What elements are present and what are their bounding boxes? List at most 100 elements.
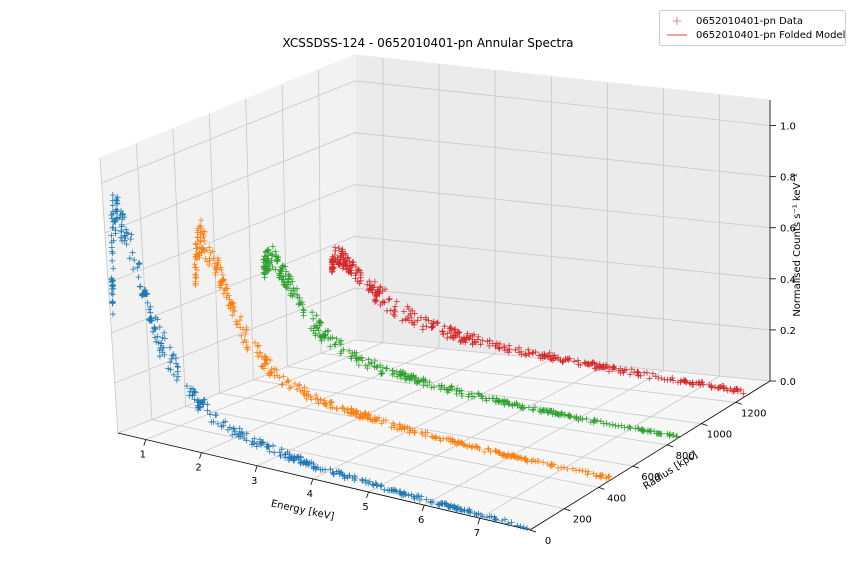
data-point <box>394 373 401 380</box>
data-point <box>450 334 457 341</box>
data-point <box>571 358 578 365</box>
data-point <box>152 334 158 341</box>
data-point <box>260 439 267 446</box>
data-point <box>591 417 598 424</box>
data-point <box>255 353 262 360</box>
data-point <box>327 343 334 350</box>
line-marker-icon <box>666 29 688 41</box>
data-point <box>399 317 406 324</box>
data-point <box>226 424 233 431</box>
z-grid-line <box>111 235 771 334</box>
data-point <box>493 399 499 406</box>
data-point <box>255 342 262 349</box>
data-point <box>434 319 441 326</box>
data-point <box>212 271 219 278</box>
data-point <box>565 357 572 364</box>
data-point <box>357 414 364 421</box>
data-point <box>279 276 286 283</box>
data-point <box>411 310 418 317</box>
data-point <box>229 312 236 319</box>
data-point <box>493 340 500 347</box>
data-point <box>300 306 307 313</box>
y-tick-mark <box>598 487 605 490</box>
data-point <box>144 299 151 306</box>
plus-marker-icon <box>666 15 688 27</box>
data-point <box>196 249 203 256</box>
data-point <box>407 373 414 380</box>
data-point <box>390 420 397 427</box>
z-grid-line <box>101 80 771 184</box>
data-point <box>272 248 279 255</box>
legend-label: 0652010401-pn Folded Model <box>696 29 846 41</box>
data-point <box>289 455 296 462</box>
data-point <box>400 369 407 376</box>
data-point <box>273 253 280 260</box>
z-grid-line <box>114 287 771 384</box>
data-point <box>226 296 233 303</box>
data-point <box>649 370 656 377</box>
data-point <box>518 351 525 358</box>
data-point <box>312 330 319 337</box>
data-point <box>542 353 549 359</box>
data-point <box>576 467 583 474</box>
z-grid-line <box>108 184 771 284</box>
data-point <box>317 396 324 403</box>
data-point <box>379 370 386 377</box>
data-point <box>682 378 689 385</box>
data-point <box>392 303 399 310</box>
data-point <box>356 354 363 361</box>
data-point <box>359 477 366 484</box>
data-point <box>406 317 412 324</box>
data-point <box>359 476 365 483</box>
data-point <box>452 326 459 333</box>
data-point <box>444 330 451 337</box>
data-point <box>585 468 592 475</box>
data-point <box>280 273 287 280</box>
data-point <box>405 305 412 312</box>
y-tick-mark <box>529 529 537 533</box>
data-point <box>353 349 360 356</box>
data-point <box>382 286 389 293</box>
data-point <box>433 434 440 441</box>
data-point <box>667 431 674 438</box>
data-point <box>240 339 247 346</box>
data-point <box>621 424 628 431</box>
data-point <box>454 505 461 512</box>
data-point <box>447 435 453 442</box>
data-point <box>146 306 153 313</box>
data-point <box>314 464 321 471</box>
data-point <box>505 349 512 356</box>
data-point <box>328 399 335 406</box>
data-point <box>315 327 322 334</box>
data-point <box>486 342 493 349</box>
data-point <box>447 333 454 340</box>
data-point <box>159 344 166 351</box>
data-point <box>522 455 529 462</box>
data-point <box>335 245 342 252</box>
axis-lines <box>117 100 771 531</box>
data-point <box>108 244 115 251</box>
data-point <box>513 400 520 407</box>
data-point <box>279 381 286 388</box>
data-point <box>514 522 521 529</box>
data-point <box>682 377 689 384</box>
data-point <box>441 384 448 391</box>
data-point <box>199 228 206 235</box>
data-point <box>479 337 486 344</box>
data-point <box>239 432 246 438</box>
data-point <box>192 389 199 396</box>
data-point <box>365 356 372 363</box>
data-point <box>130 266 137 273</box>
data-point <box>717 384 724 390</box>
data-point <box>447 384 454 391</box>
data-point <box>355 266 362 273</box>
data-point <box>640 428 647 435</box>
data-point <box>390 424 397 431</box>
data-point <box>698 379 705 386</box>
data-point <box>594 417 600 424</box>
data-point <box>348 353 354 360</box>
data-point <box>208 419 215 426</box>
data-point <box>206 262 213 269</box>
data-point <box>670 377 677 384</box>
data-point <box>290 457 297 464</box>
